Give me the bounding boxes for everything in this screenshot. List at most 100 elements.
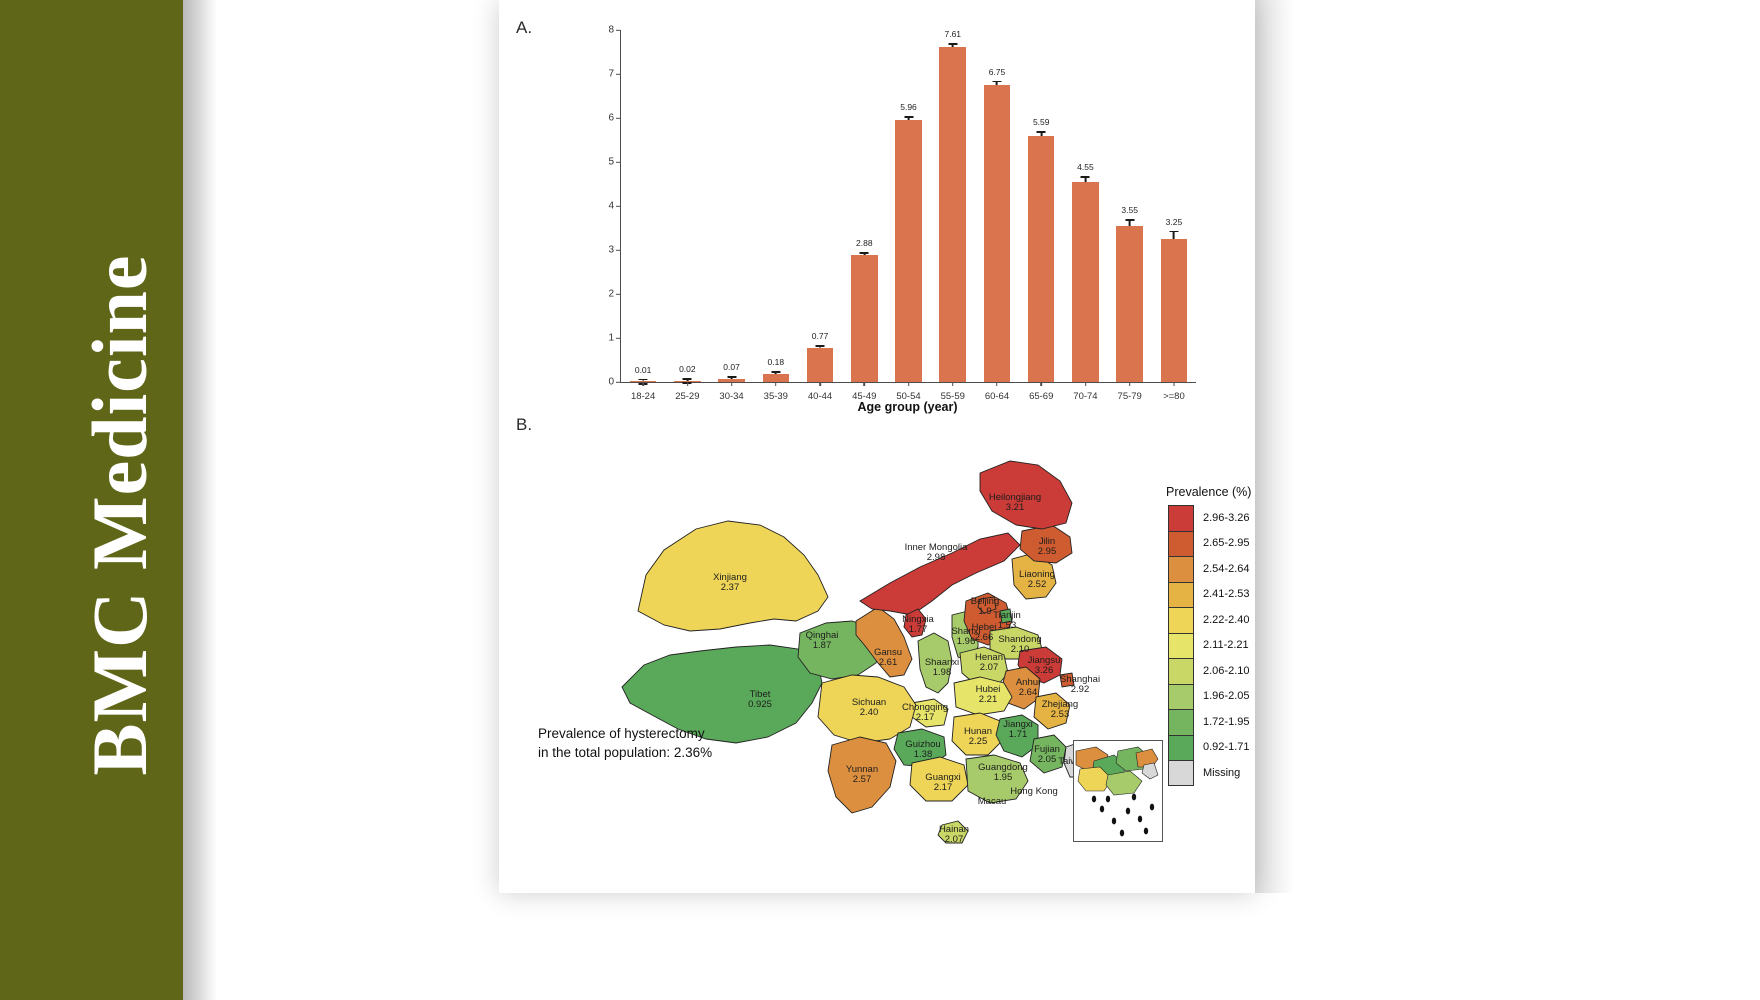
- legend-swatch: [1168, 683, 1194, 709]
- legend-swatch: [1168, 760, 1194, 786]
- x-axis-tick: 25-29: [675, 382, 699, 402]
- bar: [1072, 181, 1099, 382]
- legend-label: 0.92-1.71: [1203, 741, 1250, 754]
- map-region-zhejiang: [1033, 692, 1071, 730]
- map-legend: Prevalence (%) 2.96-3.26 2.65-2.95 2.54-2.…: [1166, 485, 1278, 786]
- inset-island-6: [1119, 829, 1125, 837]
- legend-swatch: [1168, 709, 1194, 735]
- inset-island-9: [1149, 803, 1155, 811]
- bar-group: 0.02 25-29: [665, 30, 709, 402]
- y-axis-tick: 1: [608, 333, 621, 344]
- map-region-jiangxi: [995, 714, 1039, 758]
- map-region-ningxia: [903, 608, 927, 638]
- legend-label: 2.54-2.64: [1203, 562, 1250, 575]
- panel-a-bar-chart: Prevalence of Hysterectomy (%) 0.0118-24…: [575, 22, 1205, 414]
- x-axis-tick: >=80: [1163, 382, 1185, 402]
- map-region-shanghai: [1059, 672, 1075, 688]
- bar-group: 5.96 50-54: [886, 30, 930, 402]
- x-axis-tick: 60-64: [985, 382, 1009, 402]
- x-axis-label: Age group (year): [857, 400, 958, 414]
- bar-group: 3.25 >=80: [1152, 30, 1196, 402]
- x-axis-tick: 40-44: [808, 382, 832, 402]
- bar: [983, 85, 1011, 382]
- x-axis-tick: 65-69: [1029, 382, 1053, 402]
- legend-swatch: [1168, 556, 1194, 582]
- panel-b-map: Heilongjiang 3.21 Jilin 2.95 Liaoning 2.52 Inn…: [520, 420, 1280, 890]
- legend-item: 2.06-2.10: [1168, 658, 1278, 684]
- x-axis-tick: 30-34: [719, 382, 743, 402]
- bar: [851, 255, 878, 382]
- bar-value-label: 3.55: [1121, 204, 1138, 215]
- legend-item: 0.92-1.71: [1168, 734, 1278, 760]
- legend-label: 2.11-2.21: [1203, 639, 1249, 652]
- inset-island-8: [1091, 795, 1097, 803]
- bar-series: 0.01 18-24 0.02 25-29 0.07 30-34 0.18 35-39 0.77…: [621, 28, 1196, 402]
- annotation-line: in the total population: 2.36%: [538, 744, 713, 760]
- bar: [1116, 225, 1143, 382]
- map-region-hunan: [951, 712, 1003, 756]
- legend-item: 2.96-3.26: [1168, 505, 1278, 531]
- bar: [939, 47, 967, 382]
- inset-svg: [1075, 746, 1159, 837]
- bar-value-label: 6.75: [988, 66, 1006, 77]
- legend-label: 2.96-3.26: [1203, 511, 1250, 524]
- legend-swatch: [1168, 581, 1194, 607]
- map-region-henan: [959, 646, 1009, 686]
- legend-label: 1.96-2.05: [1203, 690, 1250, 703]
- map-region-xinjiang: [637, 520, 829, 632]
- legend-label: Missing: [1203, 766, 1241, 779]
- map-region-sichuan: [817, 674, 917, 744]
- y-axis-tick: 7: [608, 69, 621, 80]
- bar-group: 7.61 55-59: [931, 28, 975, 402]
- south-sea-inset: [1073, 740, 1163, 842]
- bar-group: 2.88 45-49: [842, 30, 886, 402]
- journal-band: BMC Medicine: [0, 0, 183, 1000]
- inset-island-5: [1137, 815, 1143, 823]
- inset-region-4: [1105, 770, 1143, 796]
- legend-item: 2.22-2.40: [1168, 607, 1278, 633]
- legend-item: 1.72-1.95: [1168, 709, 1278, 735]
- bar: [718, 378, 745, 382]
- x-axis-tick: 55-59: [941, 382, 965, 402]
- y-axis-tick: 0: [608, 377, 621, 388]
- map-region-inner-mongolia: [859, 532, 1021, 616]
- sheet-shadow: [1255, 0, 1295, 893]
- bar-value-label: 7.61: [944, 28, 962, 39]
- bar-group: 4.55 70-74: [1063, 30, 1107, 402]
- legend-swatch: [1168, 632, 1194, 658]
- map-region-jilin: [1019, 524, 1073, 564]
- map-region-tianjin: [999, 608, 1013, 624]
- bar-value-label: 0.77: [811, 331, 829, 342]
- journal-title: BMC Medicine: [76, 254, 163, 776]
- bar-value-label: 0.01: [634, 364, 652, 375]
- inset-island-7: [1143, 827, 1149, 835]
- inset-region-3: [1077, 766, 1113, 792]
- legend-label: 2.41-2.53: [1203, 588, 1250, 601]
- y-axis-tick: 2: [608, 289, 621, 300]
- inset-island-4: [1111, 817, 1117, 825]
- map-region-yunnan: [827, 736, 897, 814]
- x-axis-tick: 18-24: [631, 382, 655, 402]
- map-region-chongqing: [911, 698, 949, 728]
- x-axis-tick: 70-74: [1073, 382, 1097, 402]
- x-axis-tick: 75-79: [1118, 382, 1142, 402]
- legend-swatch: [1168, 607, 1194, 633]
- inset-island-0: [1105, 795, 1111, 803]
- legend-item: 1.96-2.05: [1168, 683, 1278, 709]
- map-region-heilongjiang: [979, 460, 1073, 530]
- inset-island-1: [1131, 793, 1137, 801]
- panel-b-letter: B.: [516, 415, 533, 434]
- legend-item: 2.11-2.21: [1168, 632, 1278, 658]
- y-axis-tick: 3: [608, 245, 621, 256]
- legend-item: 2.54-2.64: [1168, 556, 1278, 582]
- legend-swatch: [1168, 530, 1194, 556]
- map-region-guangxi: [909, 756, 969, 802]
- y-axis-tick: 8: [608, 25, 621, 36]
- bar-value-label: 3.25: [1165, 216, 1183, 227]
- inset-region-6: [1141, 762, 1159, 780]
- inset-region-5: [1135, 748, 1159, 768]
- y-axis-tick: 6: [608, 113, 621, 124]
- bar-value-label: 5.59: [1032, 117, 1050, 128]
- map-region-fujian: [1029, 734, 1067, 774]
